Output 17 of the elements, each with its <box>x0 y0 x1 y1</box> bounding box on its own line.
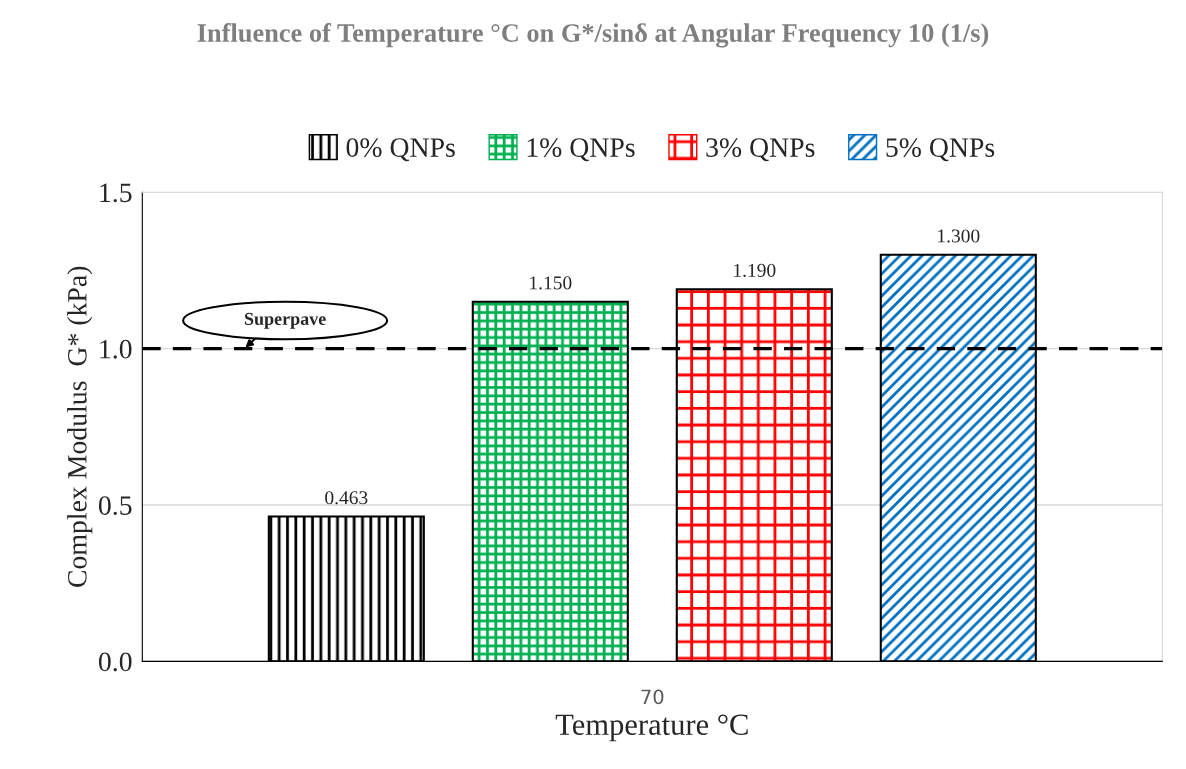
y-tick-label: 1.5 <box>100 183 132 203</box>
y-tick-label: 1.0 <box>100 339 132 359</box>
data-label: 1.150 <box>530 276 572 290</box>
data-label: 1.190 <box>734 263 776 277</box>
y-axis-title: Complex Modulus G* (kPa) <box>67 266 93 587</box>
x-axis-title: Temperature °C <box>555 714 748 742</box>
data-label: 1.300 <box>938 229 980 243</box>
data-label: 0.463 <box>325 491 368 505</box>
x-tick-label: 70 <box>641 689 664 705</box>
legend-label: 0% QNPs <box>346 138 455 162</box>
y-tick-label: 0.0 <box>98 652 132 672</box>
ref-line-label: Superpave <box>244 312 326 329</box>
chart-title: Influence of Temperature °C on G*/sinδ at Angular Frequency 10 (1/s) <box>197 23 989 48</box>
y-tick-label: 0.5 <box>98 496 132 516</box>
legend-label: 5% QNPs <box>886 138 995 162</box>
legend-label: 3% QNPs <box>706 138 815 162</box>
legend-label: 1% QNPs <box>527 138 635 162</box>
